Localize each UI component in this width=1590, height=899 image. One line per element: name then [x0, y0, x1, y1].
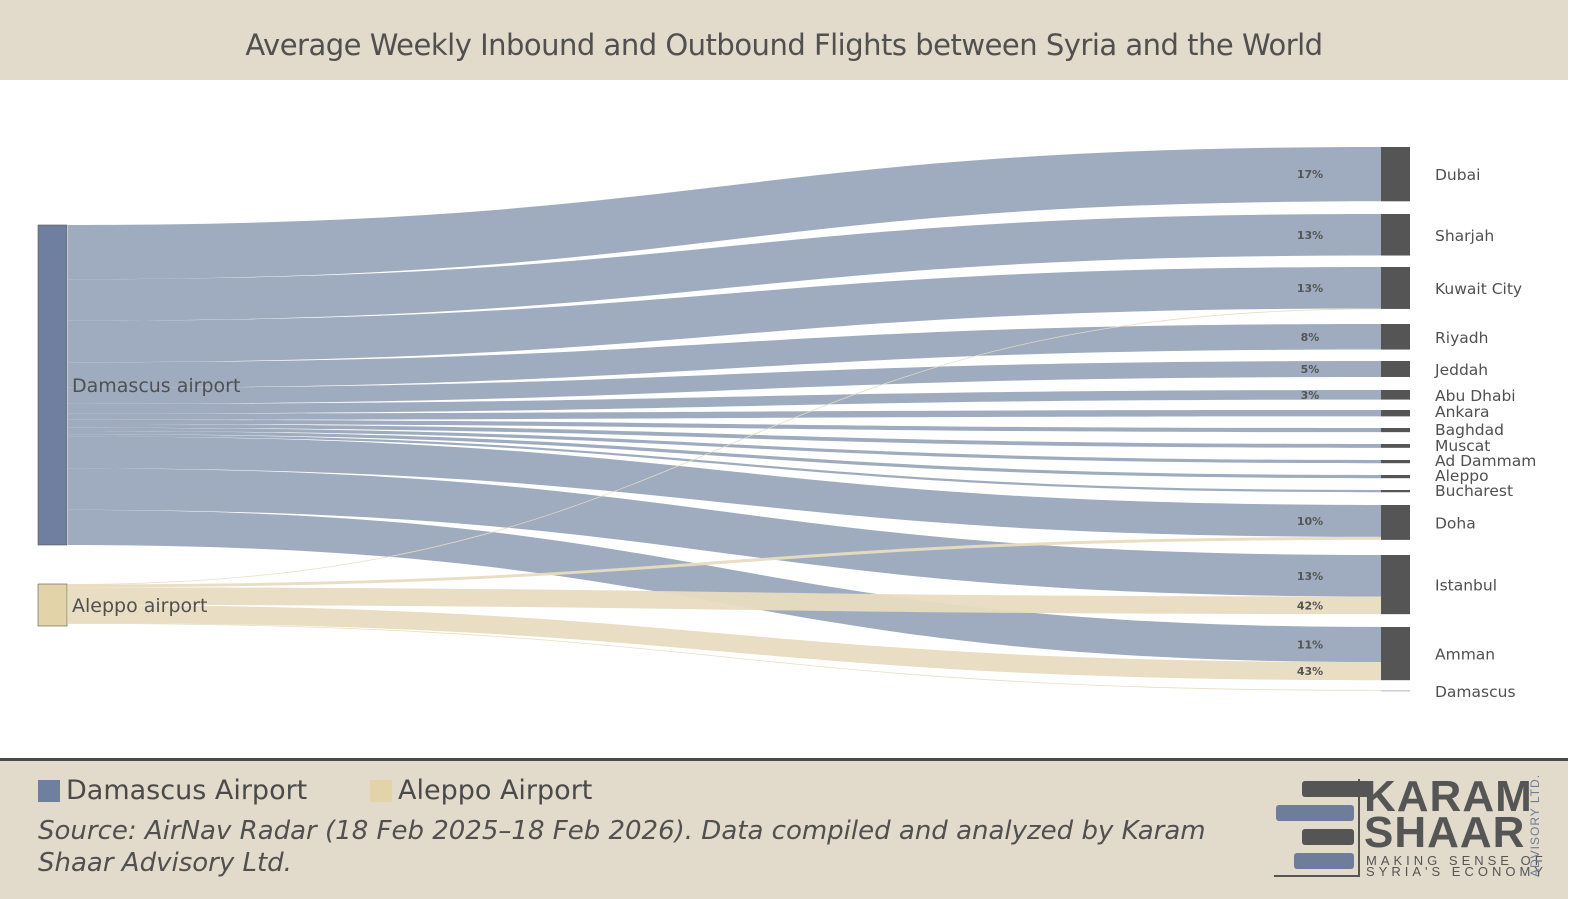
- flow-pct-label: 43%: [1297, 665, 1323, 678]
- target-node: [1381, 444, 1410, 448]
- logo-text: KARAM: [1364, 772, 1533, 821]
- target-node: [1381, 555, 1410, 615]
- flow-band: [68, 361, 1381, 404]
- logo: KARAM SHAAR MAKING SENSE OF SYRIA'S ECON…: [1272, 772, 1562, 879]
- flow-band: [68, 427, 1381, 464]
- flow-pct-label: 13%: [1297, 570, 1323, 583]
- flow-pct-label: 17%: [1297, 168, 1323, 181]
- flow-band: [68, 147, 1381, 280]
- flow-band: [68, 390, 1381, 414]
- flow-pct-label: 13%: [1297, 229, 1323, 242]
- flow-band: [68, 214, 1381, 321]
- flow-band: [68, 410, 1381, 420]
- flow-band: [68, 267, 1381, 363]
- target-label: Istanbul: [1435, 577, 1497, 595]
- legend-swatch: [38, 779, 60, 802]
- target-label: Baghdad: [1435, 421, 1504, 439]
- flow-band: [68, 434, 1381, 493]
- target-label: Damascus: [1435, 683, 1516, 701]
- flow-band: [68, 308, 1381, 585]
- target-node: [1381, 627, 1410, 681]
- source-label: Damascus airport: [72, 375, 240, 397]
- target-label: Sharjah: [1435, 227, 1494, 245]
- flow-band: [68, 423, 1381, 448]
- source-node: [37, 583, 68, 627]
- legend-label: Aleppo Airport: [398, 775, 593, 806]
- source-node: [37, 224, 68, 546]
- flow-band: [68, 468, 1381, 597]
- target-label: Aleppo: [1435, 467, 1489, 485]
- flow-band: [68, 605, 1381, 681]
- logo-text: SHAAR: [1364, 808, 1526, 857]
- target-node: [1381, 490, 1410, 493]
- target-node: [1381, 428, 1410, 433]
- flow-pct-label: 3%: [1301, 389, 1320, 402]
- legend-swatch: [370, 779, 392, 802]
- target-node: [1381, 390, 1410, 400]
- sankey-chart: 17% 13% 13% 8% 5% 3% 10% 13% 11% 42% 43% Damascus a…: [37, 147, 1536, 701]
- flow-band: [68, 536, 1381, 588]
- target-label: Bucharest: [1435, 482, 1513, 500]
- target-label: Jeddah: [1434, 361, 1488, 379]
- logo-vertical: ADVISORY LTD.: [1528, 773, 1542, 877]
- target-node: [1381, 690, 1410, 692]
- flow-band: [68, 430, 1381, 479]
- target-label: Amman: [1435, 646, 1495, 664]
- target-node: [1381, 361, 1410, 377]
- header: Average Weekly Inbound and Outbound Flig…: [0, 0, 1568, 80]
- target-node: [1381, 324, 1410, 350]
- target-node: [1381, 410, 1410, 417]
- flow-band: [68, 509, 1381, 663]
- flow-pct-label: 10%: [1297, 515, 1323, 528]
- footer: Damascus Airport Aleppo Airport Source: …: [0, 758, 1568, 899]
- legend-item-damascus: Damascus Airport: [38, 775, 307, 806]
- target-node: [1381, 505, 1410, 540]
- flow-pct-label: 13%: [1297, 282, 1323, 295]
- target-label: Doha: [1435, 514, 1476, 532]
- source-label: Aleppo airport: [72, 595, 207, 617]
- flow-pct-label: 5%: [1301, 363, 1320, 376]
- source-note: Source: AirNav Radar (18 Feb 2025–18 Feb…: [38, 816, 1206, 878]
- legend-item-aleppo: Aleppo Airport: [370, 775, 592, 806]
- target-label: Kuwait City: [1435, 280, 1522, 298]
- flow-band: [68, 419, 1381, 433]
- target-node: [1381, 147, 1410, 202]
- target-label: Dubai: [1435, 166, 1480, 184]
- flow-pct-label: 42%: [1297, 599, 1323, 612]
- logo-tagline: MAKING SENSE OF: [1366, 853, 1547, 868]
- target-label: Abu Dhabi: [1435, 387, 1516, 405]
- target-label: Muscat: [1435, 437, 1490, 455]
- flow-band: [68, 623, 1381, 691]
- flow-pct-label: 8%: [1301, 331, 1320, 344]
- target-node: [1381, 214, 1410, 256]
- chart-title: Average Weekly Inbound and Outbound Flig…: [245, 28, 1323, 62]
- target-node: [1381, 267, 1410, 309]
- target-node: [1381, 475, 1410, 479]
- flow-pct-label: 11%: [1297, 639, 1323, 652]
- flow-band: [68, 324, 1381, 388]
- target-node: [1381, 460, 1410, 464]
- target-label: Ad Dammam: [1435, 452, 1536, 470]
- flow-band: [68, 587, 1381, 615]
- logo-tagline: SYRIA'S ECONOMY: [1366, 864, 1547, 879]
- target-label: Riyadh: [1435, 329, 1488, 347]
- flow-band: [68, 436, 1381, 537]
- target-label: Ankara: [1435, 403, 1490, 421]
- legend-label: Damascus Airport: [66, 775, 308, 806]
